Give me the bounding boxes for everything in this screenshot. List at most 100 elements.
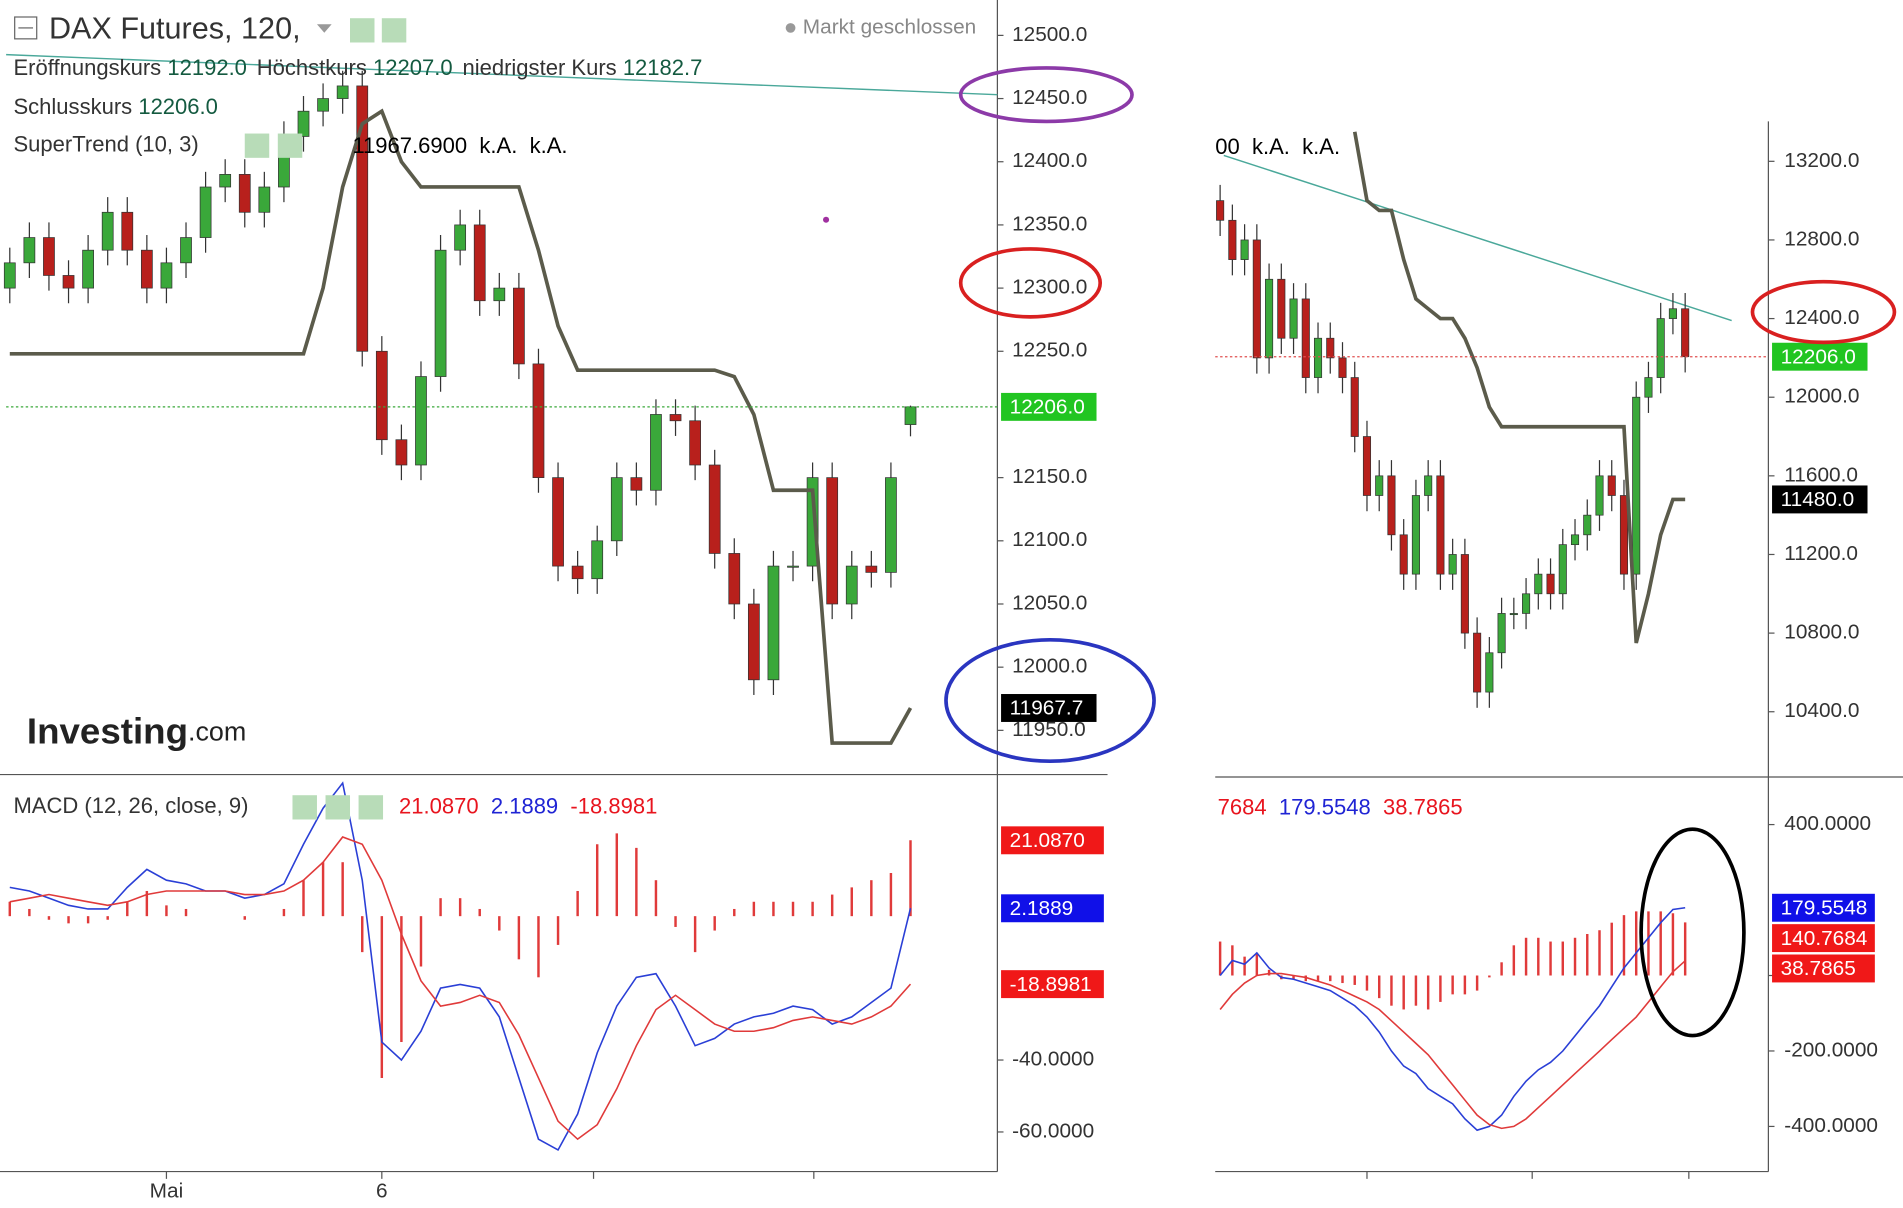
candle-body [1448, 554, 1457, 575]
settings-icon[interactable] [277, 133, 303, 158]
settings-icon[interactable] [325, 795, 351, 820]
x-tick-label: 6 [376, 1180, 388, 1203]
candle-body [1375, 475, 1384, 496]
candle-body [493, 287, 506, 302]
candle-body [1497, 613, 1506, 654]
price-tag [1001, 694, 1097, 722]
y-tick-label: 12100.0 [1012, 528, 1087, 551]
candle-body [356, 85, 369, 352]
supertrend-line [1352, 131, 1686, 644]
indicator-value: 11967.6900 [352, 133, 467, 158]
legend-value: 38.7865 [1383, 794, 1463, 819]
candle-body [552, 477, 564, 567]
candle-body [258, 186, 271, 213]
legend-value: 7684 [1218, 794, 1267, 819]
candle-body [1668, 308, 1677, 319]
candle-body [1473, 632, 1482, 693]
plot-layer: 12500.0 12450.0 12400.0 12350.0 12300.0 12250… [3, 23, 1878, 1203]
candle-body [160, 262, 173, 289]
legend-label: Höchstkurs [257, 55, 367, 80]
candle-body [591, 540, 604, 580]
candle-body [610, 477, 623, 542]
price-tag [1772, 342, 1868, 371]
candle-body [1338, 357, 1347, 378]
candle-body [787, 565, 799, 568]
candle-body [82, 249, 94, 289]
y-tick-label: 12000.0 [1012, 655, 1087, 678]
y-tick-label: 12800.0 [1784, 227, 1859, 250]
candle-body [1216, 200, 1225, 221]
candle-body [1485, 652, 1494, 693]
candle-body [140, 249, 153, 289]
candle-body [1350, 377, 1359, 437]
supertrend-line [9, 108, 913, 745]
candle-body [1228, 219, 1237, 260]
candle-body [1240, 239, 1249, 260]
y-tick-label: 12300.0 [1012, 276, 1087, 299]
price-tag [1001, 894, 1104, 923]
indicator-legend: 11967.6900 k.A. k.A. [352, 133, 567, 158]
x-tick-label: Mai [150, 1180, 184, 1203]
indicator-value: k.A. [1252, 134, 1290, 159]
remove-icon[interactable] [358, 795, 384, 820]
price-tag [1001, 826, 1104, 855]
candle-body [1546, 573, 1555, 595]
legend-value: 2.1889 [491, 793, 558, 818]
legend-value: 12192.0 [167, 55, 247, 80]
candle-body [1252, 239, 1261, 359]
candle-body [1681, 308, 1690, 358]
macd-label: MACD (12, 26, close, 9) [13, 793, 248, 818]
status-dot [785, 23, 796, 33]
candle-body [532, 363, 545, 478]
collapse-icon[interactable] [14, 16, 38, 40]
candle-body [1411, 495, 1420, 575]
price-tag [1772, 485, 1868, 514]
settings-icon[interactable] [381, 18, 407, 43]
logo-suffix: .com [188, 716, 246, 746]
candle-body [1460, 554, 1469, 634]
price-tag [1772, 954, 1875, 983]
y-tick-label: 12150.0 [1012, 465, 1087, 488]
macd-line [1219, 960, 1686, 1130]
legend-value: 12206.0 [138, 94, 218, 119]
y-tick-label: 12000.0 [1784, 385, 1859, 408]
macd-legend: 7684 179.5548 38.7865 [1218, 794, 1463, 819]
candle-body [101, 211, 114, 251]
candle-body [1436, 475, 1445, 575]
visibility-icon[interactable] [350, 18, 375, 43]
macd-line [9, 836, 912, 1141]
y-tick-label: 13200.0 [1784, 149, 1859, 172]
y-tick-label: -60.0000 [1012, 1119, 1094, 1142]
candle-body [513, 287, 525, 365]
visibility-icon[interactable] [292, 795, 317, 820]
candle-body [1265, 278, 1274, 359]
legend-value: 12207.0 [373, 55, 453, 80]
candle-body [1509, 613, 1518, 616]
price-tag-label: 21.0870 [1010, 829, 1085, 852]
legend-value: -18.8981 [570, 793, 657, 818]
candle-body [571, 565, 584, 580]
dropdown-icon[interactable] [316, 24, 332, 33]
price-tag-label: 12206.0 [1781, 345, 1856, 368]
indicator-value: k.A. [479, 133, 517, 158]
candle-body [1595, 475, 1604, 516]
candle-body [1313, 337, 1323, 378]
ohlc-legend: Schlusskurs 12206.0 [13, 94, 217, 119]
y-tick-label: 12050.0 [1012, 592, 1087, 615]
visibility-icon[interactable] [244, 133, 270, 158]
price-tag-label: 38.7865 [1781, 957, 1856, 980]
candle-body [747, 603, 760, 681]
candle-body [1424, 475, 1433, 496]
candle-body [1644, 377, 1653, 398]
candle-body [885, 477, 897, 573]
candle-body [1656, 318, 1665, 378]
y-tick-label: 12400.0 [1784, 306, 1859, 329]
y-tick-label: 11950.0 [1012, 718, 1086, 741]
price-tag [1001, 970, 1104, 999]
annotation-ellipse [944, 637, 1156, 764]
y-tick-label: 12400.0 [1012, 149, 1087, 172]
marker-dot [823, 216, 830, 223]
candle-body [1301, 298, 1310, 378]
